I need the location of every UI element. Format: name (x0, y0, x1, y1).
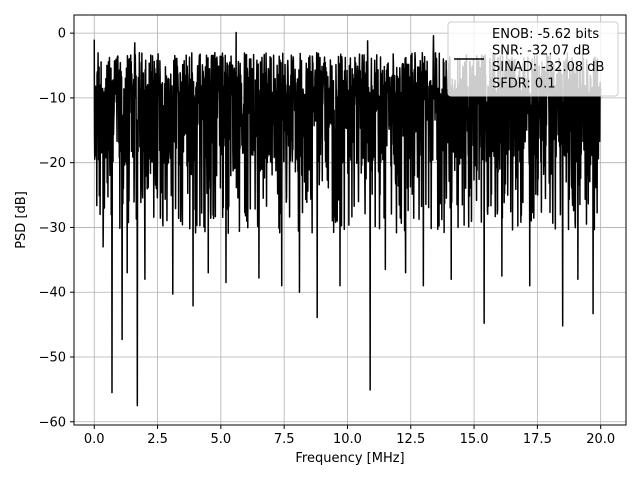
x-tick-label: 17.5 (523, 432, 552, 447)
legend-snr: SNR: -32.07 dB (492, 44, 590, 59)
x-tick-label: 20.0 (586, 432, 615, 447)
y-tick-label: 0 (58, 27, 66, 42)
x-tick-label: 0.0 (84, 432, 105, 447)
y-axis-label: PSD [dB] (14, 191, 29, 249)
y-tick-label: −20 (39, 156, 66, 171)
x-axis-label: Frequency [MHz] (295, 451, 404, 466)
y-tick-label: −60 (39, 415, 66, 430)
x-tick-label: 12.5 (396, 432, 425, 447)
x-tick-label: 15.0 (460, 432, 489, 447)
x-tick-label: 2.5 (147, 432, 168, 447)
y-axis-ticks: 0 −10 −20 −30 −40 −50 −60 (39, 27, 74, 430)
x-tick-label: 10.0 (333, 432, 362, 447)
y-tick-label: −10 (39, 91, 66, 106)
legend-enob: ENOB: -5.62 bits (492, 27, 599, 42)
legend-box (447, 21, 619, 97)
x-tick-label: 7.5 (274, 432, 295, 447)
y-tick-label: −50 (39, 350, 66, 365)
legend-sinad: SINAD: -32.08 dB (492, 60, 604, 75)
y-tick-label: −40 (39, 286, 66, 301)
x-axis-ticks: 0.0 2.5 5.0 7.5 10.0 12.5 15.0 17.5 20.0 (84, 425, 615, 447)
legend: ENOB: -5.62 bits SNR: -32.07 dB SINAD: -… (447, 21, 619, 97)
y-tick-label: −30 (39, 221, 66, 236)
x-tick-label: 5.0 (211, 432, 232, 447)
plot-frame (73, 14, 627, 426)
legend-sfdr: SFDR: 0.1 (492, 77, 556, 92)
